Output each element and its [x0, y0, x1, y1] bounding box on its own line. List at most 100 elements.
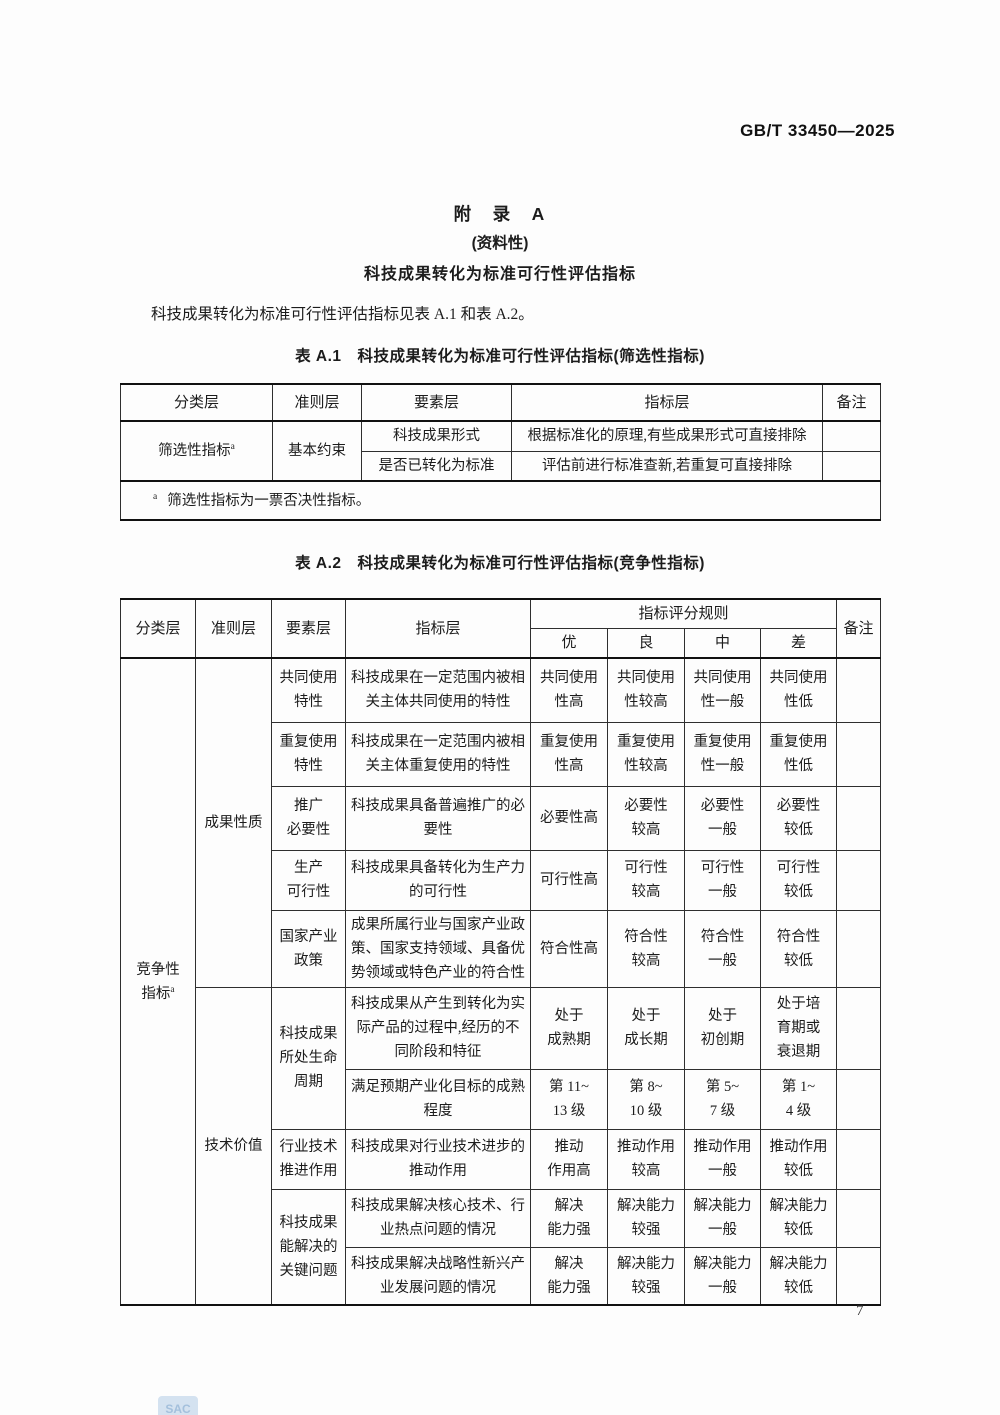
a2-element-cell: 推广 必要性 — [271, 785, 346, 851]
score-cell-good: 第 8~ 10 级 — [607, 1068, 685, 1130]
a1-footnote-cell: a 筛选性指标为一票否决性指标。 — [120, 480, 881, 521]
a2-indicator-cell: 科技成果解决核心技术、行业热点问题的情况 — [345, 1188, 531, 1248]
table-row: 筛选性指标a 基本约束 科技成果形式 根据标准化的原理,有些成果形式可直接排除 — [120, 420, 881, 482]
score-cell-good: 符合性 较高 — [607, 909, 685, 988]
score-cell-excellent: 必要性高 — [530, 785, 608, 851]
a2-note-cell — [836, 1128, 882, 1190]
standard-code: GB/T 33450—2025 — [740, 121, 895, 140]
table-a1-footnote-row: a 筛选性指标为一票否决性指标。 — [120, 480, 881, 521]
a2-header-medium: 中 — [684, 628, 761, 659]
table-a2-header-row: 分类层 准则层 要素层 指标层 指标评分规则 备注 — [120, 598, 882, 659]
a2-header-poor: 差 — [759, 628, 838, 659]
a2-class-footnote-marker: a — [170, 984, 175, 995]
a2-indicator-cell: 科技成果具备转化为生产力的可行性 — [345, 849, 531, 911]
table-a1-header-row: 分类层 准则层 要素层 指标层 备注 — [120, 383, 881, 422]
a2-header-excellent: 优 — [530, 628, 608, 659]
a2-indicator-cell: 成果所属行业与国家产业政策、国家支持领域、具备优势领域或特色产业的符合性 — [345, 909, 531, 988]
a1-criterion-cell: 基本约束 — [272, 420, 362, 482]
score-cell-good: 重复使用 性较高 — [607, 721, 685, 787]
a2-header-element: 要素层 — [271, 598, 346, 659]
score-cell-excellent: 推动 作用高 — [530, 1128, 608, 1190]
a1-header-criterion: 准则层 — [272, 383, 362, 422]
a2-indicator-cell: 科技成果在一定范围内被相关主体重复使用的特性 — [345, 721, 531, 787]
score-cell-good: 解决能力 较强 — [607, 1188, 685, 1248]
a2-note-cell — [836, 1188, 882, 1248]
table-row: 推广 必要性 科技成果具备普遍推广的必要性 必要性高 必要性 较高 必要性 一般… — [121, 785, 882, 851]
table-row: 是否已转化为标准 评估前进行标准查新,若重复可直接排除 — [121, 450, 881, 482]
a2-header-indicator: 指标层 — [345, 598, 531, 659]
score-cell-poor: 处于培 育期或 衰退期 — [759, 986, 838, 1070]
a2-header-good: 良 — [607, 628, 685, 659]
score-cell-excellent: 处于 成熟期 — [530, 986, 608, 1070]
a2-header-note: 备注 — [836, 598, 882, 659]
score-cell-excellent: 共同使用 性高 — [530, 657, 608, 723]
appendix-heading: 科技成果转化为标准可行性评估指标 — [363, 266, 636, 283]
score-cell-poor: 第 1~ 4 级 — [759, 1068, 838, 1130]
score-cell-excellent: 符合性高 — [530, 909, 608, 988]
a1-footnote-text: 筛选性指标为一票否决性指标。 — [167, 492, 371, 509]
score-cell-excellent: 可行性高 — [530, 849, 608, 911]
score-cell-good: 共同使用 性较高 — [607, 657, 685, 723]
score-cell-excellent: 解决 能力强 — [530, 1188, 608, 1248]
a1-footnote-marker: a — [153, 491, 158, 502]
score-cell-medium: 符合性 一般 — [684, 909, 761, 988]
score-cell-medium: 可行性 一般 — [684, 849, 761, 911]
score-cell-good: 解决能力 较强 — [607, 1246, 685, 1306]
table-a2-caption: 表 A.2 科技成果转化为标准可行性评估指标(竞争性指标) — [295, 555, 705, 572]
a2-element-cell: 国家产业 政策 — [271, 909, 346, 988]
a1-class-footnote-marker: a — [230, 442, 235, 453]
a2-header-criterion: 准则层 — [195, 598, 272, 659]
a1-indicator-cell: 评估前进行标准查新,若重复可直接排除 — [511, 450, 823, 482]
score-cell-excellent: 重复使用 性高 — [530, 721, 608, 787]
score-cell-medium: 推动作用 一般 — [684, 1128, 761, 1190]
score-cell-excellent: 解决 能力强 — [530, 1246, 608, 1306]
score-cell-good: 可行性 较高 — [607, 849, 685, 911]
table-a2: 分类层 准则层 要素层 指标层 指标评分规则 备注 优 良 中 差 竞争性 指标… — [120, 598, 882, 1306]
table-a1: 分类层 准则层 要素层 指标层 备注 筛选性指标a 基本约束 科技成果形式 根据… — [120, 383, 881, 521]
score-cell-poor: 重复使用 性低 — [759, 721, 838, 787]
a2-header-class: 分类层 — [120, 598, 196, 659]
appendix-subtitle: (资料性) — [471, 235, 529, 252]
score-cell-poor: 解决能力 较低 — [759, 1246, 838, 1306]
score-cell-medium: 处于 初创期 — [684, 986, 761, 1070]
score-cell-medium: 解决能力 一般 — [684, 1188, 761, 1248]
a2-note-cell — [836, 657, 882, 723]
table-row: 生产 可行性 科技成果具备转化为生产力的可行性 可行性高 可行性 较高 可行性 … — [121, 849, 882, 911]
score-cell-poor: 共同使用 性低 — [759, 657, 838, 723]
score-cell-good: 处于 成长期 — [607, 986, 685, 1070]
a2-element-cell: 科技成果 能解决的 关键问题 — [271, 1188, 346, 1306]
a2-class-label: 竞争性 指标 — [136, 961, 180, 1002]
a1-class-label: 筛选性指标 — [158, 443, 231, 459]
a2-element-cell: 科技成果 所处生命 周期 — [271, 986, 346, 1130]
a2-indicator-cell: 科技成果具备普遍推广的必要性 — [345, 785, 531, 851]
a2-element-cell: 行业技术 推进作用 — [271, 1128, 346, 1190]
a1-note-cell — [822, 450, 881, 482]
a2-element-cell: 重复使用 特性 — [271, 721, 346, 787]
page-number: 7 — [856, 1303, 864, 1319]
a2-note-cell — [836, 909, 882, 988]
score-cell-medium: 必要性 一般 — [684, 785, 761, 851]
table-row: 科技成果解决战略性新兴产业发展问题的情况 解决 能力强 解决能力 较强 解决能力… — [121, 1246, 882, 1306]
score-cell-excellent: 第 11~ 13 级 — [530, 1068, 608, 1130]
a1-indicator-cell: 根据标准化的原理,有些成果形式可直接排除 — [511, 420, 823, 452]
table-row: 国家产业 政策 成果所属行业与国家产业政策、国家支持领域、具备优势领域或特色产业… — [121, 909, 882, 988]
a1-element-cell: 科技成果形式 — [361, 420, 512, 452]
intro-paragraph: 科技成果转化为标准可行性评估指标见表 A.1 和表 A.2。 — [151, 306, 534, 323]
score-cell-poor: 推动作用 较低 — [759, 1128, 838, 1190]
a2-note-cell — [836, 849, 882, 911]
score-cell-good: 必要性 较高 — [607, 785, 685, 851]
table-row: 行业技术 推进作用 科技成果对行业技术进步的推动作用 推动 作用高 推动作用 较… — [121, 1128, 882, 1190]
a2-note-cell — [836, 721, 882, 787]
a2-class-cell: 竞争性 指标a — [120, 657, 196, 1306]
a1-header-indicator: 指标层 — [511, 383, 823, 422]
a2-indicator-cell: 满足预期产业化目标的成熟程度 — [345, 1068, 531, 1130]
score-cell-poor: 解决能力 较低 — [759, 1188, 838, 1248]
score-cell-medium: 重复使用 性一般 — [684, 721, 761, 787]
a2-note-cell — [836, 1246, 882, 1306]
a2-indicator-cell: 科技成果解决战略性新兴产业发展问题的情况 — [345, 1246, 531, 1306]
a2-indicator-cell: 科技成果从产生到转化为实际产品的过程中,经历的不同阶段和特征 — [345, 986, 531, 1070]
score-cell-poor: 可行性 较低 — [759, 849, 838, 911]
a2-element-cell: 共同使用 特性 — [271, 657, 346, 723]
a1-note-cell — [822, 420, 881, 452]
